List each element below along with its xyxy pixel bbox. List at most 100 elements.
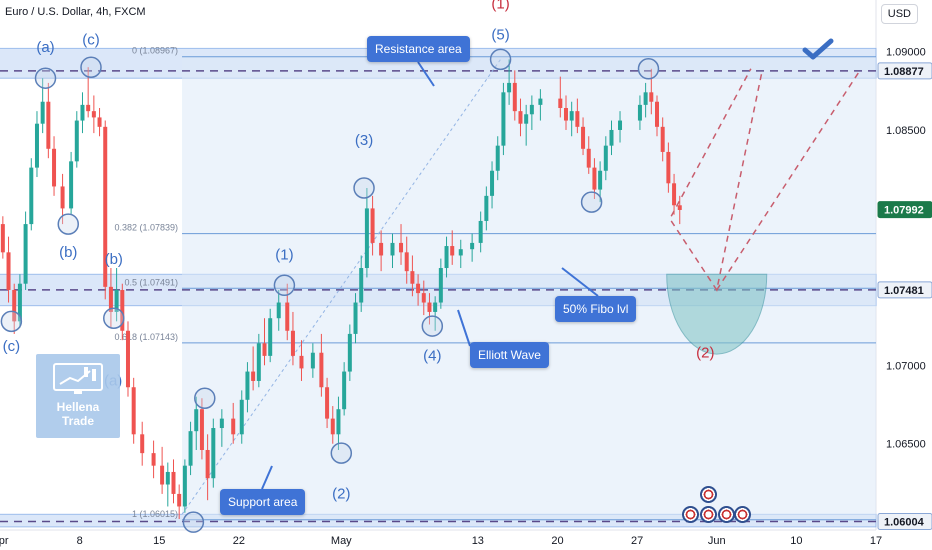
candle-body (655, 101, 659, 127)
candle-body (458, 249, 463, 256)
support-callout[interactable]: Support area (220, 489, 306, 515)
candle-body (17, 283, 22, 322)
candle-body (558, 98, 563, 109)
candle-body (205, 449, 210, 479)
candle-body (177, 493, 182, 507)
candle-body (319, 352, 324, 388)
price-tag-box (877, 62, 932, 80)
candle-body (74, 120, 79, 162)
wave-circle (273, 274, 296, 297)
y-tick-label: 1.09000 (886, 47, 926, 59)
candle-body (512, 82, 517, 112)
candle-body (507, 82, 512, 93)
flag-icon (682, 506, 699, 523)
candle-body (649, 92, 654, 102)
wave-circle (637, 58, 660, 80)
fib-label-0: 0 (1.08967) (132, 46, 178, 56)
candle-body (160, 465, 165, 485)
wave-label: (1) (491, 0, 509, 12)
candle-body (399, 242, 404, 253)
candle-body (379, 242, 384, 256)
resistance-callout[interactable]: Resistance area (367, 36, 470, 62)
flag-icon[interactable] (680, 486, 751, 526)
wave-label: (a) (36, 39, 54, 56)
candle-body (268, 318, 273, 356)
wave-circle (34, 67, 57, 89)
candle-body (563, 108, 568, 121)
fibo-pointer (561, 267, 599, 297)
candle-body (12, 289, 17, 322)
candle-body (416, 283, 421, 294)
wave-label: (b) (59, 244, 77, 261)
price-tag-label: 1.07992 (884, 205, 924, 217)
x-tick-label: 15 (153, 535, 165, 547)
candle-body (364, 208, 369, 269)
price-tag-box (877, 513, 932, 531)
candle-body (353, 302, 358, 334)
fib-label-0.5: 0.5 (1.07491) (124, 277, 178, 287)
candle-body (390, 242, 395, 256)
wave-label: (b) (105, 251, 123, 268)
candle-body (450, 246, 455, 256)
candle-body (421, 293, 426, 303)
candle-body (125, 330, 130, 388)
candle-body (108, 286, 113, 312)
wave-circle (194, 387, 216, 409)
candle-body (524, 114, 529, 124)
candle-body (484, 195, 489, 221)
candle-body (211, 428, 216, 479)
wave-circle (330, 442, 353, 464)
flag-icon (718, 506, 735, 523)
x-tick-label: Jun (708, 535, 726, 547)
elliott-callout[interactable]: Elliott Wave (470, 342, 549, 368)
candle-body (501, 92, 506, 146)
candle-body (598, 170, 603, 190)
candle-body (97, 117, 102, 127)
candle-body (495, 145, 500, 171)
candle-body (103, 126, 108, 287)
flag-icon (734, 506, 751, 523)
chart-monitor-icon (52, 362, 104, 396)
x-tick-label: 13 (472, 535, 484, 547)
candle-body (262, 343, 267, 356)
candle-body (86, 104, 91, 112)
candle-body (538, 98, 543, 105)
candle-body (239, 399, 244, 435)
candle-body (529, 104, 534, 115)
brand-line-1: Hellena (56, 400, 100, 414)
candle-body (6, 252, 11, 290)
candle-body (40, 101, 45, 124)
candle-body (46, 101, 51, 149)
fibo-callout[interactable]: 50% Fibo lvl (555, 296, 637, 322)
candle-body (194, 409, 199, 432)
candle-body (643, 92, 648, 105)
candle-body (677, 205, 682, 210)
y-tick-label: 1.08500 (886, 125, 926, 137)
wave-circle (0, 310, 23, 333)
wave-circle (182, 511, 205, 533)
candle-body (120, 289, 125, 331)
candle-body (637, 104, 642, 121)
y-tick-label: 1.07000 (886, 360, 926, 372)
candle-body (188, 431, 193, 466)
candle-body (336, 409, 341, 435)
candle-body (231, 418, 236, 435)
candle-body (29, 167, 34, 225)
wave-label: (2) (696, 344, 714, 361)
candle-body (470, 242, 475, 250)
check-mark-icon (802, 38, 834, 60)
wave-circle (57, 213, 80, 235)
candle-body (433, 302, 438, 312)
currency-button[interactable]: USD (880, 4, 918, 24)
candle-body (404, 252, 409, 272)
wave-circle (103, 307, 125, 329)
candle-body (131, 387, 136, 435)
wave-label: (3) (355, 132, 373, 149)
candle-body (427, 302, 432, 312)
candle-body (609, 129, 614, 146)
candle-body (438, 268, 443, 303)
candle-body (299, 355, 304, 369)
flag-icon (700, 506, 717, 523)
